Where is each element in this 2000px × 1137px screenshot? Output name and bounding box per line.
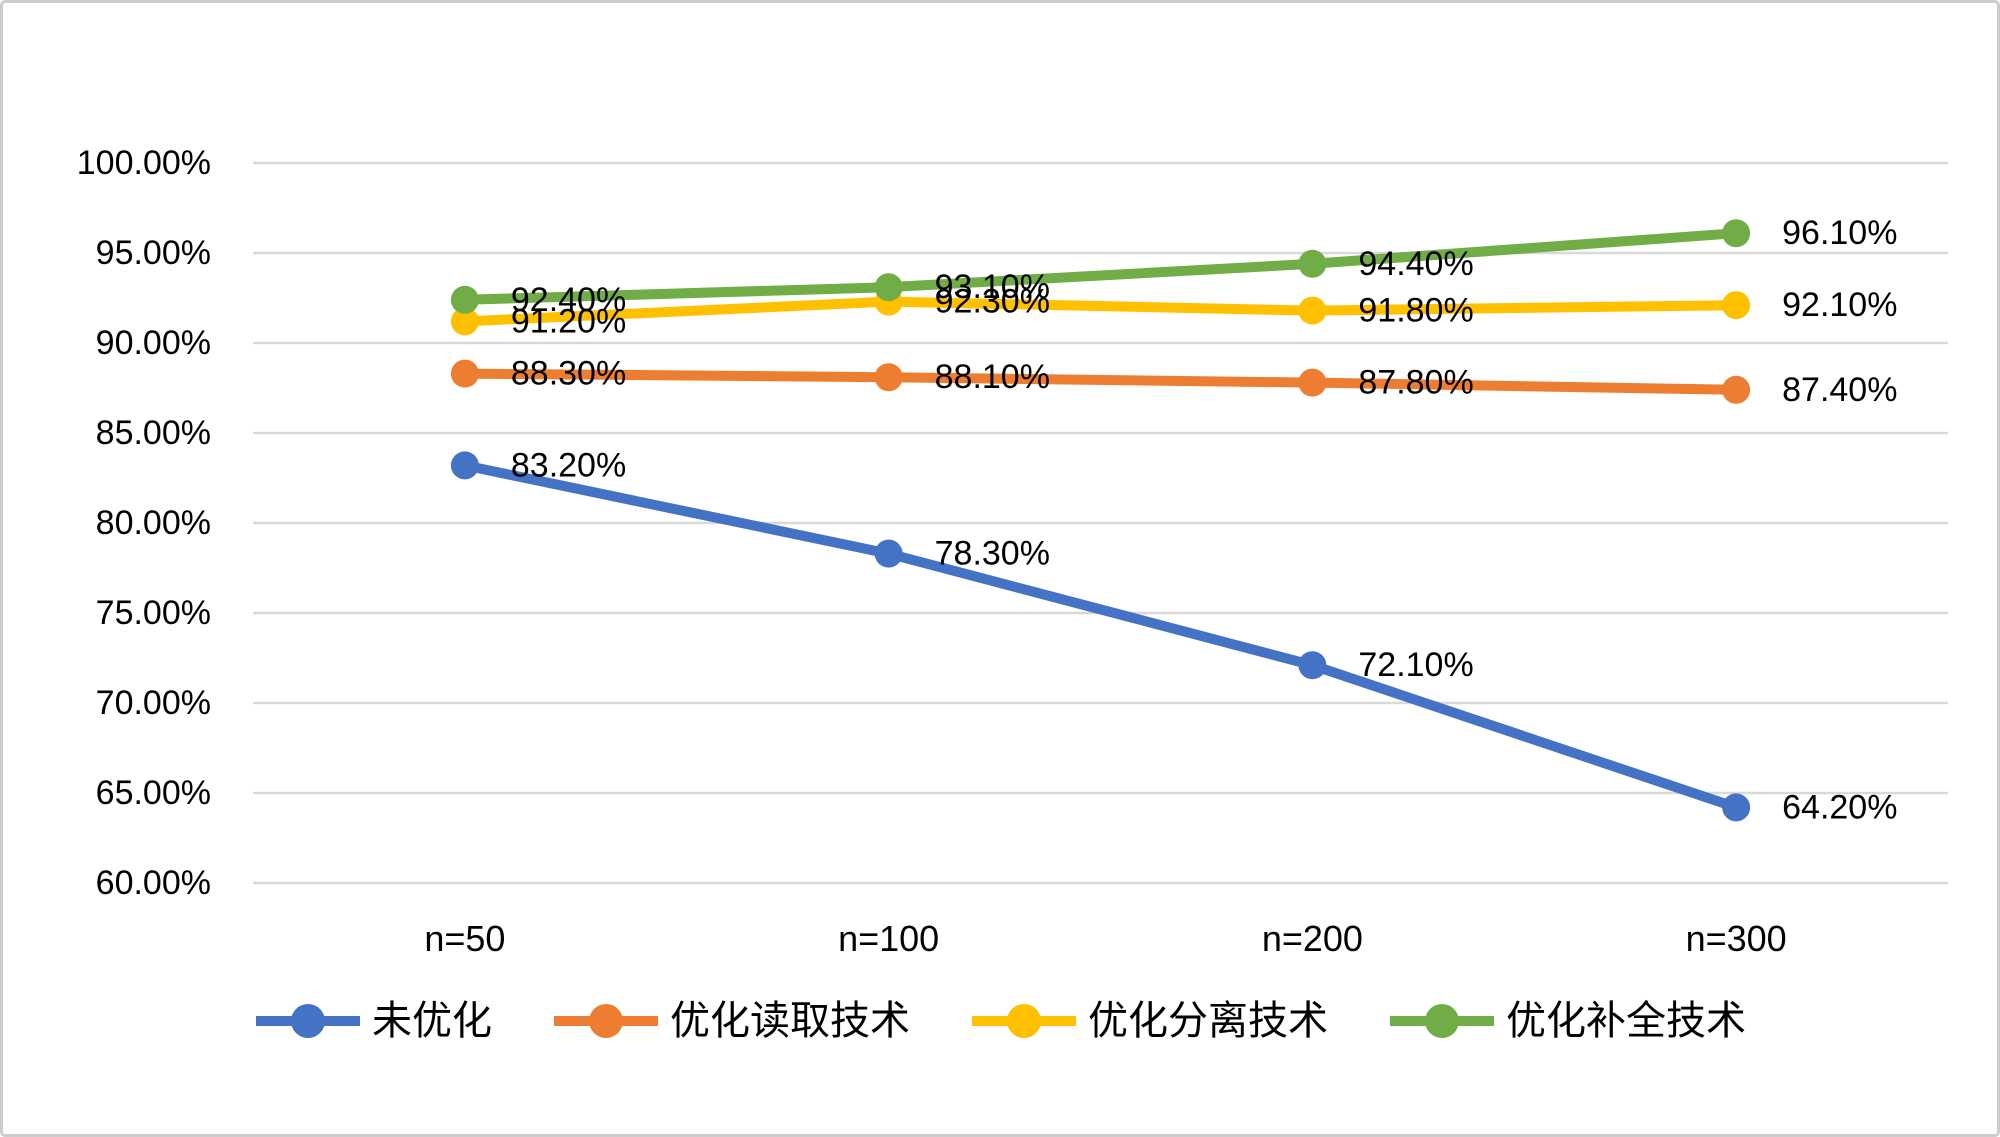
data-point-marker <box>1722 291 1751 320</box>
data-label: 88.30% <box>511 355 626 393</box>
y-axis-tick-label: 85.00% <box>96 414 211 452</box>
y-axis-tick-label: 65.00% <box>96 774 211 812</box>
data-label: 72.10% <box>1358 646 1473 684</box>
data-label: 88.10% <box>935 358 1050 396</box>
data-label: 87.80% <box>1358 364 1473 402</box>
data-label: 87.40% <box>1782 371 1897 409</box>
series-line-3 <box>459 228 1742 305</box>
data-label: 96.10% <box>1782 214 1897 252</box>
legend-item: 优化分离技术 <box>970 1001 1328 1041</box>
data-point-marker <box>1722 375 1751 404</box>
y-axis-tick-label: 90.00% <box>96 324 211 362</box>
y-axis-tick-label: 70.00% <box>96 684 211 722</box>
line-chart-plot-area: 100.00% 95.00% 90.00% 85.00% 80.00% 75.00% 70.… <box>77 144 1948 959</box>
data-label: 92.40% <box>511 281 626 319</box>
data-label: 92.30% <box>935 283 1050 321</box>
legend-item: 优化补全技术 <box>1388 1001 1746 1041</box>
legend-label: 优化读取技术 <box>670 999 910 1043</box>
data-point-marker <box>1722 219 1751 248</box>
data-point-marker <box>450 451 479 480</box>
data-label: 64.20% <box>1782 788 1897 826</box>
data-point-marker <box>1298 368 1327 397</box>
x-axis-tick-label: n=300 <box>1686 918 1787 959</box>
data-point-marker <box>1298 249 1327 278</box>
data-label: 92.10% <box>1782 286 1897 324</box>
y-axis-tick-label: 95.00% <box>96 234 211 272</box>
data-label: 91.20% <box>511 302 626 340</box>
data-point-marker <box>1722 793 1751 822</box>
legend-label: 优化补全技术 <box>1506 999 1746 1043</box>
legend-marker-icon <box>1390 1004 1494 1038</box>
data-point-marker <box>450 307 479 336</box>
data-point-marker <box>1298 296 1327 325</box>
data-point-marker <box>874 273 903 302</box>
y-axis-tick-label: 100.00% <box>77 144 211 182</box>
series-line-0 <box>459 460 1742 813</box>
legend-marker-icon <box>972 1004 1076 1038</box>
data-point-marker <box>450 359 479 388</box>
y-axis-tick-label: 80.00% <box>96 504 211 542</box>
data-point-marker <box>1298 651 1327 680</box>
y-axis-tick-label: 75.00% <box>96 594 211 632</box>
legend-item: 优化读取技术 <box>552 1001 910 1041</box>
data-label: 94.40% <box>1358 245 1473 283</box>
data-point-marker <box>874 363 903 392</box>
legend-label: 未优化 <box>372 999 492 1043</box>
data-label: 93.10% <box>935 268 1050 306</box>
legend-marker-icon <box>554 1004 658 1038</box>
legend-item: 未优化 <box>254 1001 492 1041</box>
chart-legend: 未优化 优化读取技术 优化分离技术 优化补全技术 <box>3 1001 1997 1041</box>
y-axis-tick-label: 60.00% <box>96 864 211 902</box>
data-label: 91.80% <box>1358 292 1473 330</box>
x-axis-tick-label: n=200 <box>1262 918 1363 959</box>
data-point-marker <box>874 539 903 568</box>
legend-marker-icon <box>256 1004 360 1038</box>
x-axis-tick-label: n=50 <box>424 918 505 959</box>
data-label: 83.20% <box>511 446 626 484</box>
x-axis-tick-label: n=100 <box>838 918 939 959</box>
data-label: 78.30% <box>935 535 1050 573</box>
series-line-1 <box>459 368 1742 395</box>
data-point-marker <box>450 285 479 314</box>
legend-label: 优化分离技术 <box>1088 999 1328 1043</box>
series-line-2 <box>459 296 1742 327</box>
